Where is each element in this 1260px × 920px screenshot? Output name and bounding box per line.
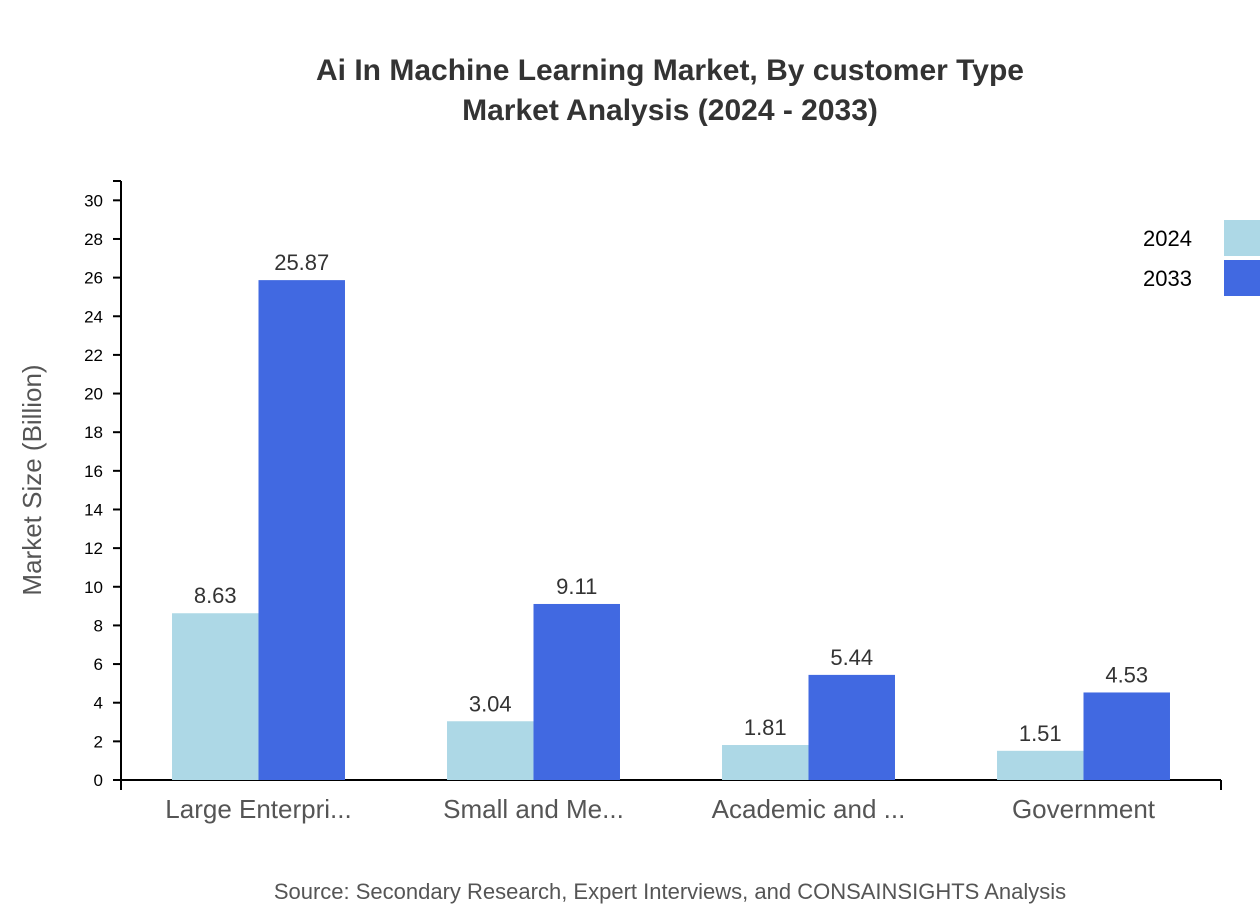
x-tick-label: Large Enterpri... [165, 794, 351, 824]
bar-2033 [258, 280, 345, 780]
legend: 2024 2033 [1143, 220, 1260, 296]
bar-value-label: 1.51 [1019, 721, 1062, 746]
bar-2024 [447, 721, 534, 780]
bar-2033 [1083, 692, 1170, 780]
y-tick-label: 10 [84, 578, 103, 597]
legend-swatch-2024 [1224, 220, 1260, 256]
x-axis: Large Enterpri... Small and Me... Academic… [120, 779, 1222, 824]
y-tick-label: 14 [84, 500, 103, 519]
chart-title-line-2: Market Analysis (2024 - 2033) [462, 94, 878, 127]
y-tick-label: 24 [84, 307, 103, 326]
bar-value-label: 9.11 [556, 574, 597, 599]
x-tick-label: Government [1012, 794, 1156, 824]
y-tick-label: 22 [84, 346, 103, 365]
legend-label: 2024 [1143, 226, 1192, 251]
y-tick-label: 20 [84, 385, 103, 404]
y-tick-label: 26 [84, 269, 103, 288]
source-note: Source: Secondary Research, Expert Inter… [274, 879, 1066, 904]
y-tick-label: 18 [84, 423, 103, 442]
x-tick-label: Academic and ... [712, 794, 906, 824]
bar-2024 [172, 613, 259, 780]
y-tick-label: 16 [84, 462, 103, 481]
y-tick-label: 30 [84, 191, 103, 210]
bars: 8.63 25.87 3.04 9.11 1.81 5.44 1.51 4.53 [172, 250, 1170, 780]
y-tick-label: 0 [94, 771, 103, 790]
bar-value-label: 5.44 [830, 645, 873, 670]
y-tick-label: 12 [84, 539, 103, 558]
bar-2033 [533, 603, 620, 780]
bar-2024 [722, 745, 809, 780]
x-tick-label: Small and Me... [443, 794, 624, 824]
bar-value-label: 3.04 [469, 691, 512, 716]
chart-title-line-1: Ai In Machine Learning Market, By custom… [316, 54, 1024, 87]
y-tick-label: 4 [94, 694, 103, 713]
y-tick-label: 28 [84, 230, 103, 249]
bar-value-label: 8.63 [194, 583, 237, 608]
bar-value-label: 25.87 [274, 250, 329, 275]
bar-value-label: 1.81 [744, 715, 787, 740]
y-axis-label: Market Size (Billion) [17, 364, 47, 595]
legend-swatch-2033 [1224, 260, 1260, 296]
bar-2033 [808, 674, 895, 780]
legend-label: 2033 [1143, 266, 1192, 291]
y-tick-label: 2 [94, 732, 103, 751]
bar-value-label: 4.53 [1105, 662, 1148, 687]
bar-2024 [997, 750, 1084, 780]
y-tick-label: 6 [94, 655, 103, 674]
y-tick-label: 8 [94, 616, 103, 635]
